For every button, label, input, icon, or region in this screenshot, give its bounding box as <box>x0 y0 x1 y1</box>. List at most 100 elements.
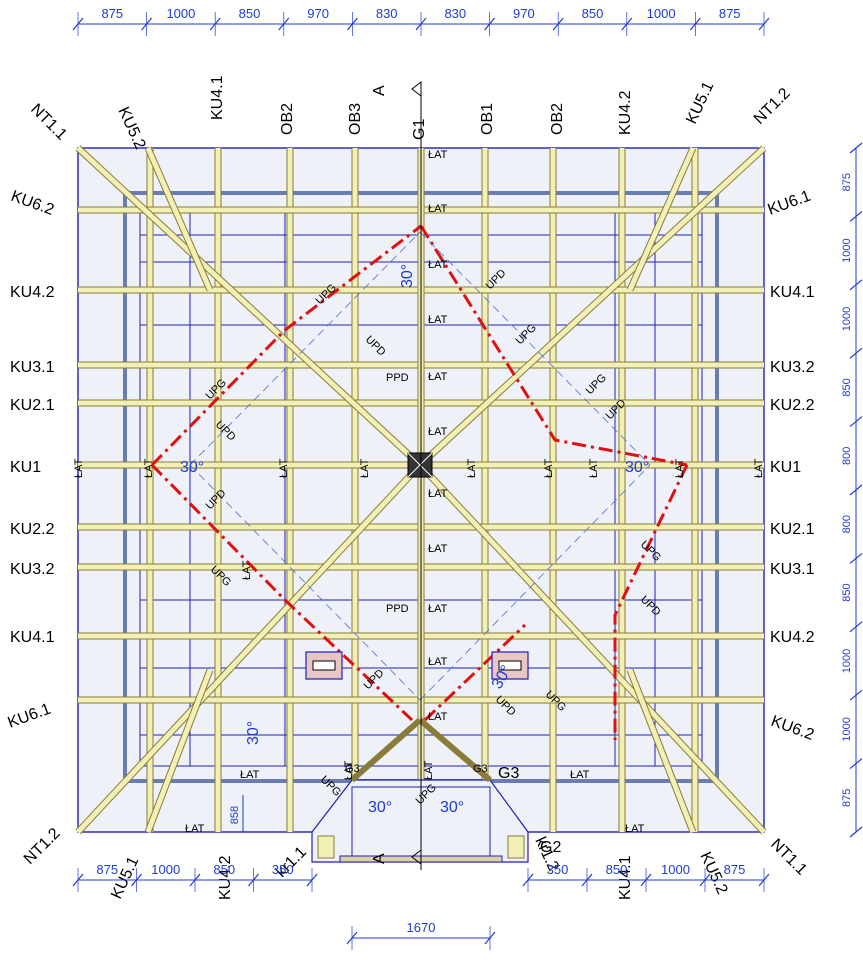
lat-label-6: ŁAT <box>428 488 448 500</box>
right-dim-value-5: 800 <box>841 515 853 533</box>
lat-label-10: ŁAT <box>428 711 448 723</box>
right-dim-tick-4 <box>849 416 863 428</box>
right-dim-tick-0 <box>849 142 863 154</box>
top-label-10: NT1.2 <box>751 85 794 128</box>
top-dim-value-7: 850 <box>582 6 604 21</box>
top-label-8: KU4.2 <box>617 90 634 135</box>
top-label-9: KU5.1 <box>683 79 717 127</box>
guide-lines <box>189 231 651 701</box>
right-dim-value-1: 1000 <box>841 238 853 262</box>
left-label-3: KU2.1 <box>10 397 55 414</box>
right-label-1: KU4.1 <box>770 284 815 301</box>
jack-rafter-3 <box>145 669 213 833</box>
slope-label-3: 30° <box>245 721 262 745</box>
left-label-5: KU2.2 <box>10 521 55 538</box>
right-dim-value-2: 1000 <box>841 307 853 331</box>
right-dim-value-7: 1000 <box>841 649 853 673</box>
lat-label-4: ŁAT <box>428 371 448 383</box>
section-mark-top: A <box>371 85 388 96</box>
top-label-4: OB3 <box>347 103 364 135</box>
right-dim-value-3: 850 <box>841 378 853 396</box>
right-dim-value-6: 850 <box>841 583 853 601</box>
lat-label-0: ŁAT <box>428 149 448 161</box>
hip-lines <box>150 224 689 740</box>
section-mark-bottom: A <box>371 853 388 864</box>
top-label-0: NT1.1 <box>27 101 70 144</box>
bottom-center-dim-value-0: 1670 <box>407 920 436 935</box>
right-label-3: KU2.2 <box>770 397 815 414</box>
hip-rafter-se <box>418 463 766 834</box>
left-label-4: KU1 <box>10 459 41 476</box>
jack-rafter-4 <box>627 669 696 833</box>
left-label-0: KU6.2 <box>9 188 57 219</box>
right-dim-tick-10 <box>849 826 863 838</box>
g3-label-3: G3 <box>498 765 519 782</box>
g3-label-1: G3 <box>345 763 360 775</box>
bottom-label-2: KU4.2 <box>217 855 234 900</box>
ppd-label-1: PPD <box>386 372 409 384</box>
lat-label-v-3: ŁAT <box>359 458 371 478</box>
g3-label-2: G3 <box>473 763 488 775</box>
hip-rafter-sw <box>76 463 422 834</box>
bottom-label-0: NT1.2 <box>21 825 64 868</box>
lat-label-1: ŁAT <box>428 203 448 215</box>
top-dim-value-3: 970 <box>307 6 329 21</box>
jack-rafter-1 <box>145 146 213 292</box>
left-label-8: KU6.1 <box>6 701 54 732</box>
right-dim-value-4: 800 <box>841 447 853 465</box>
lat-label-v-6: ŁAT <box>588 458 600 478</box>
lat-label-8: ŁAT <box>428 603 448 615</box>
lat-label-v-0: ŁAT <box>73 458 85 478</box>
lat-label-v-9: ŁAT <box>241 560 253 580</box>
lat-label-2: ŁAT <box>428 259 448 271</box>
top-dim-value-9: 875 <box>719 6 741 21</box>
right-dim-value-0: 875 <box>841 173 853 191</box>
bottom-left-dim-value-2: 850 <box>213 862 235 877</box>
top-label-3: OB2 <box>279 103 296 135</box>
right-dim-value-9: 875 <box>841 789 853 807</box>
lat-label-5: ŁAT <box>428 426 448 438</box>
top-dim-value-1: 1000 <box>166 6 195 21</box>
top-label-5: G1 <box>411 119 428 140</box>
slope-label-0: 30° <box>399 264 416 288</box>
ppd-label-2: PPD <box>386 603 409 615</box>
top-dim-value-2: 850 <box>239 6 261 21</box>
top-dim-value-0: 875 <box>101 6 123 21</box>
right-dim-tick-2 <box>849 279 863 291</box>
right-label-2: KU3.2 <box>770 359 815 376</box>
right-label-0: KU6.1 <box>766 188 814 219</box>
right-dim-tick-3 <box>849 347 863 359</box>
slope-label-5: 30° <box>440 799 464 816</box>
slope-label-1: 30° <box>180 459 204 476</box>
central-hub <box>407 452 433 478</box>
top-dim-value-4: 830 <box>376 6 398 21</box>
right-label-8: KU6.2 <box>769 713 817 744</box>
lat-label-13: ŁAT <box>185 823 205 835</box>
right-label-6: KU3.1 <box>770 561 815 578</box>
right-dim-value-8: 1000 <box>841 717 853 741</box>
skylights <box>305 651 529 680</box>
lat-label-7: ŁAT <box>428 543 448 555</box>
lat-label-11: ŁAT <box>240 769 260 781</box>
lat-label-v-7: ŁAT <box>674 458 686 478</box>
top-label-6: OB1 <box>479 103 496 135</box>
jack-rafter-2 <box>627 146 696 292</box>
lat-label-v-8: ŁAT <box>753 458 765 478</box>
right-dim-tick-6 <box>849 552 863 564</box>
lat-label-v-10: ŁAT <box>343 760 355 780</box>
top-dim-value-8: 1000 <box>647 6 676 21</box>
lat-label-3: ŁAT <box>428 314 448 326</box>
top-dim-value-6: 970 <box>513 6 535 21</box>
lat-label-v-4: ŁAT <box>466 458 478 478</box>
bottom-label-8: NT1.1 <box>767 836 810 879</box>
right-dim-tick-7 <box>849 621 863 633</box>
left-label-6: KU3.2 <box>10 561 55 578</box>
top-dim-value-5: 830 <box>444 6 466 21</box>
right-dim-tick-8 <box>849 689 863 701</box>
top-label-7: OB2 <box>549 103 566 135</box>
dimension-lines: 875 1000 850 970 830 830 970 850 1000 875 875 1000 8… <box>72 6 863 950</box>
bottom-right-dim-value-1: 850 <box>606 862 628 877</box>
top-label-1: KU5.2 <box>114 105 148 153</box>
bottom-label-5: G2 <box>540 839 561 856</box>
lat-label-14: ŁAT <box>625 823 645 835</box>
